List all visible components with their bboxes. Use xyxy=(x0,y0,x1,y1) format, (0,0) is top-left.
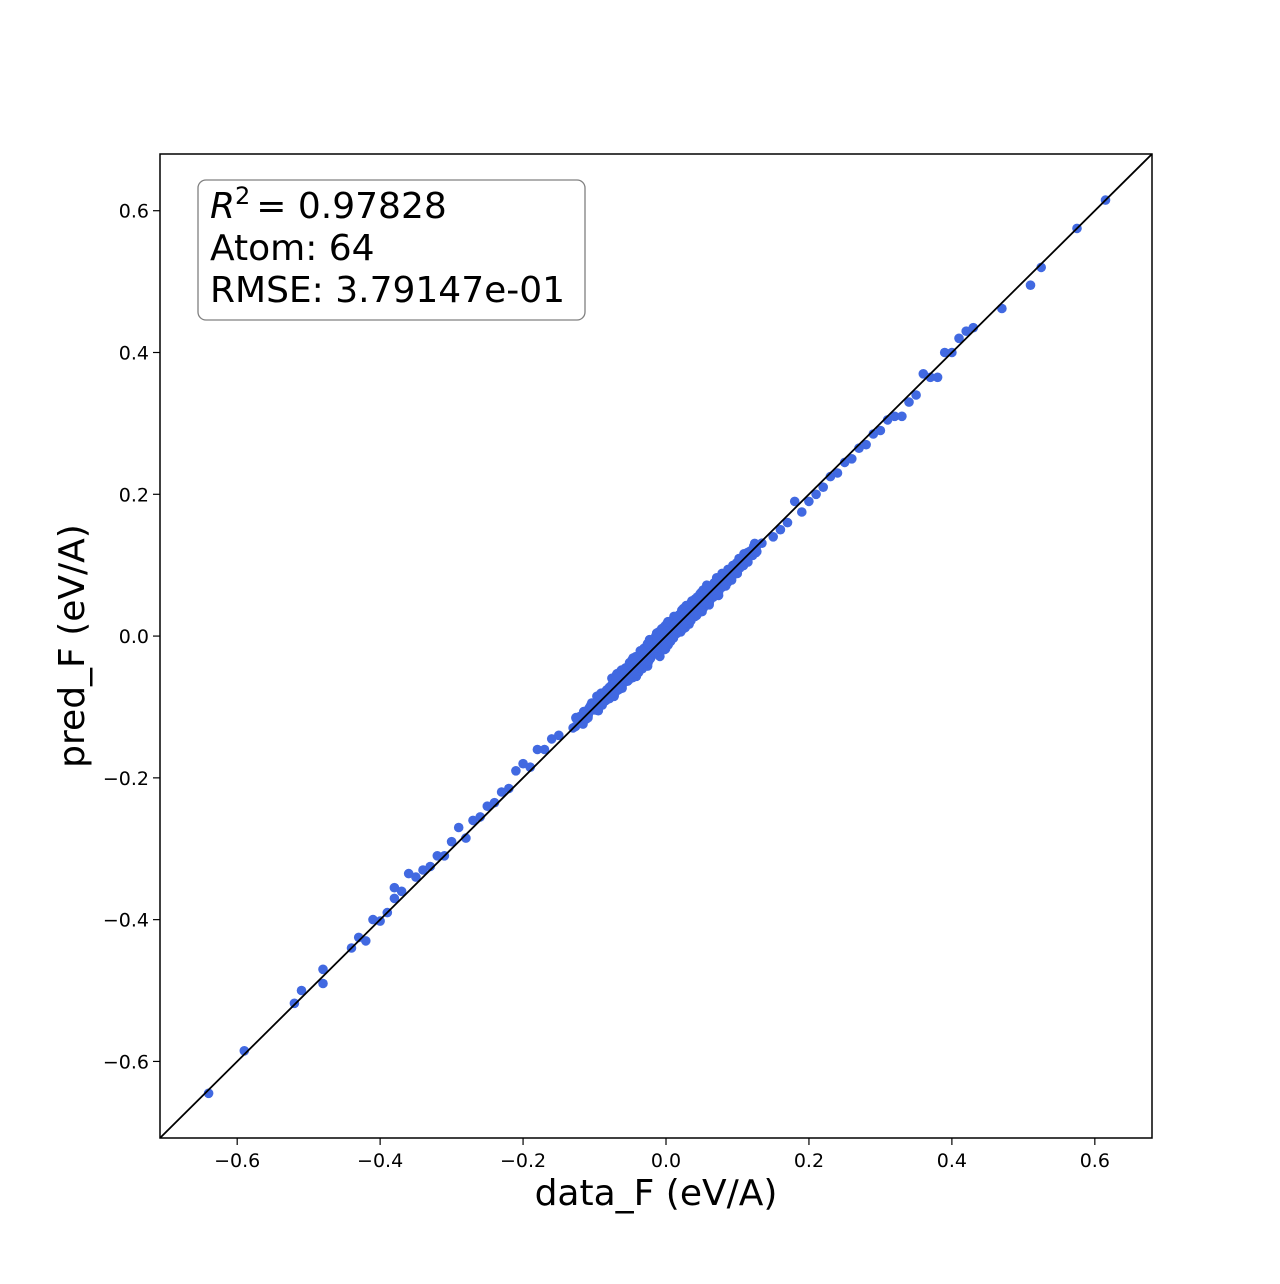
data-point xyxy=(318,978,328,989)
x-tick-label: 0.2 xyxy=(794,1150,824,1172)
data-point xyxy=(811,489,821,500)
data-point xyxy=(612,672,623,683)
data-point xyxy=(818,482,828,493)
data-point xyxy=(652,633,662,644)
data-point xyxy=(403,868,414,879)
data-point xyxy=(637,647,648,657)
data-point xyxy=(782,517,793,528)
data-point xyxy=(396,886,407,897)
y-tick-label: −0.4 xyxy=(103,910,149,932)
data-point xyxy=(797,507,807,517)
x-tick-label: 0.0 xyxy=(651,1150,681,1172)
x-axis-label: data_F (eV/A) xyxy=(535,1173,778,1214)
data-point xyxy=(724,569,735,580)
x-tick-label: −0.6 xyxy=(214,1150,260,1172)
data-point xyxy=(496,787,507,797)
y-tick-label: 0.4 xyxy=(119,343,149,365)
data-point xyxy=(847,454,857,464)
y-tick-label: 0.6 xyxy=(119,201,149,223)
y-tick-label: 0.2 xyxy=(119,484,149,506)
data-point xyxy=(425,861,436,872)
data-point xyxy=(832,468,843,478)
data-point xyxy=(631,654,641,665)
data-point xyxy=(939,347,950,358)
data-point xyxy=(1036,262,1046,273)
identity-line xyxy=(159,153,1153,1139)
data-point xyxy=(643,638,654,649)
data-point xyxy=(504,783,514,794)
data-point xyxy=(671,624,681,634)
data-point xyxy=(593,705,604,716)
data-point xyxy=(652,642,662,653)
r2-value: = 0.97828 xyxy=(256,186,446,227)
atom-line: Atom: 64 xyxy=(210,228,375,269)
r2-exponent: 2 xyxy=(235,182,250,210)
data-point xyxy=(954,333,964,344)
x-tick-label: 0.6 xyxy=(1080,1150,1110,1172)
data-point xyxy=(518,758,528,769)
data-point xyxy=(918,369,929,379)
data-point xyxy=(375,916,385,926)
data-point xyxy=(889,411,900,422)
stats-box-frame xyxy=(197,179,586,321)
y-axis-ticks: −0.6 −0.4 −0.2 0.0 0.2 0.4 0.6 xyxy=(103,201,160,1073)
data-point xyxy=(961,326,971,337)
data-point xyxy=(861,439,871,450)
data-point xyxy=(511,766,521,776)
data-point xyxy=(453,822,464,833)
data-point xyxy=(475,812,486,822)
data-point xyxy=(432,851,443,861)
data-point xyxy=(489,797,500,808)
r2-symbol: R xyxy=(210,186,235,227)
data-point xyxy=(904,397,914,407)
plot-frame xyxy=(159,153,1153,1139)
data-point xyxy=(672,611,683,621)
data-point xyxy=(897,411,907,422)
data-point xyxy=(554,730,564,741)
data-point xyxy=(546,734,557,744)
r2-line: R2 = 0.97828 xyxy=(210,182,447,227)
data-point xyxy=(749,538,760,549)
data-point xyxy=(296,985,307,996)
data-point xyxy=(932,372,943,383)
y-tick-label: −0.6 xyxy=(103,1051,149,1073)
data-point xyxy=(789,496,800,507)
data-point xyxy=(1025,280,1036,291)
data-point xyxy=(389,882,400,893)
y-tick-label: 0.0 xyxy=(119,626,149,648)
data-point xyxy=(741,554,751,565)
data-point xyxy=(532,744,543,755)
data-point xyxy=(925,372,936,383)
data-point xyxy=(411,872,421,882)
data-point xyxy=(203,1088,214,1099)
data-point xyxy=(775,524,786,535)
data-point xyxy=(289,998,300,1009)
data-point xyxy=(418,865,428,875)
data-point xyxy=(768,532,778,542)
data-point xyxy=(482,801,493,811)
data-point xyxy=(628,665,639,675)
data-point xyxy=(703,591,713,602)
x-axis-ticks: −0.6 −0.4 −0.2 0.0 0.2 0.4 0.6 xyxy=(214,1138,1110,1172)
y-axis-label: pred_F (eV/A) xyxy=(52,524,93,768)
x-tick-label: −0.4 xyxy=(357,1150,403,1172)
data-point xyxy=(389,893,400,904)
data-point xyxy=(875,425,886,436)
data-point xyxy=(468,815,478,826)
x-tick-label: 0.4 xyxy=(937,1150,967,1172)
stats-box: R2 = 0.97828 Atom: 64 RMSE: 3.79147e-01 xyxy=(197,179,586,321)
data-point xyxy=(539,744,550,755)
rmse-line: RMSE: 3.79147e-01 xyxy=(210,270,565,311)
data-point xyxy=(446,836,457,847)
x-tick-label: −0.2 xyxy=(500,1150,546,1172)
data-point xyxy=(911,390,921,400)
data-point xyxy=(804,496,814,507)
data-point xyxy=(361,936,371,946)
data-point xyxy=(353,932,364,943)
y-tick-label: −0.2 xyxy=(103,768,149,790)
data-point xyxy=(318,964,328,975)
